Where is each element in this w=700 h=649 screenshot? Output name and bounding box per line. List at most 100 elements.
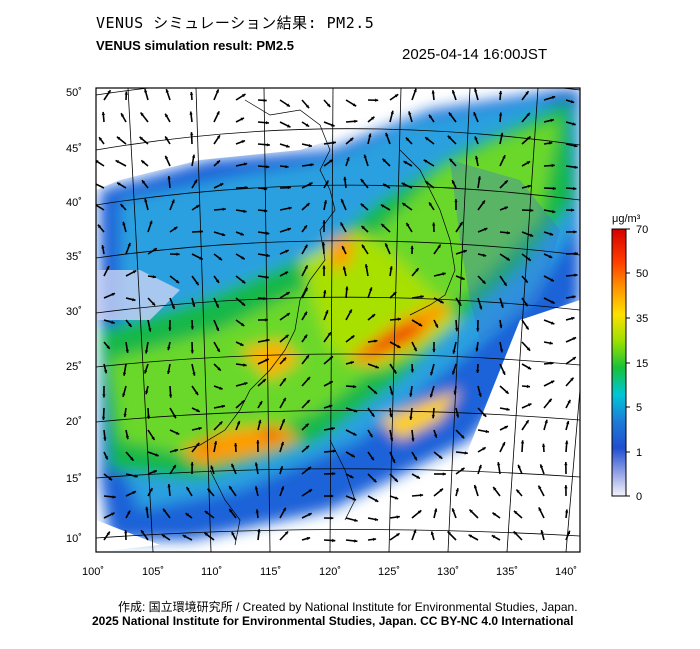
wind-arrowhead xyxy=(502,155,506,159)
wind-arrowhead xyxy=(243,209,247,213)
wind-arrowhead xyxy=(254,462,259,466)
wind-arrowhead xyxy=(101,245,105,249)
wind-arrowhead xyxy=(385,243,389,247)
wind-arrowhead xyxy=(174,449,178,453)
wind-arrowhead xyxy=(419,493,424,497)
wind-arrowhead xyxy=(461,467,465,471)
wind-arrow xyxy=(96,204,105,211)
wind-arrowhead xyxy=(254,486,259,490)
wind-arrowhead xyxy=(397,317,401,321)
wind-arrowhead xyxy=(550,118,554,122)
wind-arrowhead xyxy=(142,180,146,184)
wind-arrowhead xyxy=(520,440,525,444)
lat-tick: 30˚ xyxy=(66,306,82,318)
wind-arrowhead xyxy=(199,256,203,260)
wind-arrowhead xyxy=(478,393,482,397)
wind-arrowhead xyxy=(332,472,336,476)
wind-arrowhead xyxy=(448,112,453,116)
wind-arrowhead xyxy=(540,464,544,468)
wind-arrowhead xyxy=(103,437,107,441)
wind-arrowhead xyxy=(282,378,286,382)
wind-arrowhead xyxy=(353,432,357,436)
wind-arrowhead xyxy=(552,209,556,214)
wind-arrowhead xyxy=(442,472,446,476)
wind-arrowhead xyxy=(380,204,385,208)
wind-arrowhead xyxy=(216,135,220,139)
wind-arrowhead xyxy=(288,206,292,210)
wind-arrowhead xyxy=(215,304,219,308)
wind-arrowhead xyxy=(447,135,452,140)
wind-arrowhead xyxy=(482,280,486,284)
wind-arrowhead xyxy=(171,305,175,310)
wind-arrowhead xyxy=(530,208,534,212)
wind-arrowhead xyxy=(423,159,428,163)
wind-arrowhead xyxy=(571,208,575,212)
wind-arrowhead xyxy=(455,414,460,418)
wind-arrowhead xyxy=(219,183,224,187)
wind-arrowhead xyxy=(549,141,553,145)
wind-arrowhead xyxy=(418,323,423,326)
wind-arrowhead xyxy=(241,280,246,284)
wind-arrowhead xyxy=(368,133,372,137)
wind-arrowhead xyxy=(354,539,358,543)
wind-arrowhead xyxy=(130,457,134,461)
wind-arrowhead xyxy=(265,275,269,279)
wind-arrowhead xyxy=(266,338,270,342)
wind-arrowhead xyxy=(134,474,138,478)
wind-arrow xyxy=(96,183,105,189)
wind-arrowhead xyxy=(329,381,333,385)
wind-arrowhead xyxy=(503,282,507,286)
lat-tick: 25˚ xyxy=(66,361,82,373)
wind-arrowhead xyxy=(550,380,555,384)
wind-arrowhead xyxy=(513,510,518,515)
wind-arrowhead xyxy=(195,205,200,209)
wind-arrowhead xyxy=(351,454,355,457)
wind-arrowhead xyxy=(132,270,137,274)
wind-arrowhead xyxy=(264,209,268,213)
wind-arrowhead xyxy=(331,427,335,431)
wind-arrowhead xyxy=(383,183,387,187)
wind-arrowhead xyxy=(307,466,311,471)
wind-arrowhead xyxy=(96,160,99,164)
wind-arrowhead xyxy=(389,437,394,442)
wind-arrowhead xyxy=(416,475,420,479)
wind-arrowhead xyxy=(430,371,434,376)
wind-arrowhead xyxy=(473,112,477,116)
wind-arrowhead xyxy=(564,462,568,466)
wind-arrowhead xyxy=(266,143,270,147)
wind-arrowhead xyxy=(406,222,410,227)
wind-arrowhead xyxy=(303,334,308,339)
wind-arrowhead xyxy=(499,324,503,329)
wind-arrowhead xyxy=(304,287,308,292)
wind-arrowhead xyxy=(305,355,309,359)
wind-arrowhead xyxy=(286,144,290,148)
wind-arrowhead xyxy=(538,507,542,511)
wind-arrowhead xyxy=(266,253,270,258)
wind-arrowhead xyxy=(199,229,203,234)
wind-arrowhead xyxy=(390,110,394,115)
wind-arrowhead xyxy=(262,379,266,383)
wind-arrowhead xyxy=(551,163,555,168)
wind-arrowhead xyxy=(382,158,386,163)
wind-arrowhead xyxy=(165,136,169,140)
wind-arrowhead xyxy=(279,466,284,470)
lat-tick: 10˚ xyxy=(66,533,82,545)
wind-arrowhead xyxy=(207,488,211,493)
wind-arrowhead xyxy=(328,404,333,408)
wind-arrowhead xyxy=(498,112,503,116)
wind-arrowhead xyxy=(550,321,555,325)
wind-arrowhead xyxy=(282,507,286,512)
colorbar-label: 0 xyxy=(636,491,642,503)
wind-arrowhead xyxy=(451,508,455,512)
wind-arrowhead xyxy=(204,511,209,515)
wind-arrowhead xyxy=(229,486,233,490)
wind-arrowhead xyxy=(574,251,578,256)
wind-arrowhead xyxy=(217,367,221,371)
wind-arrowhead xyxy=(402,203,406,207)
wind-arrowhead xyxy=(241,140,245,144)
wind-arrowhead xyxy=(190,132,194,136)
wind-arrowhead xyxy=(155,453,159,457)
wind-arrowhead xyxy=(139,136,143,141)
wind-arrowhead xyxy=(544,419,548,424)
wind-arrowhead xyxy=(304,265,308,269)
